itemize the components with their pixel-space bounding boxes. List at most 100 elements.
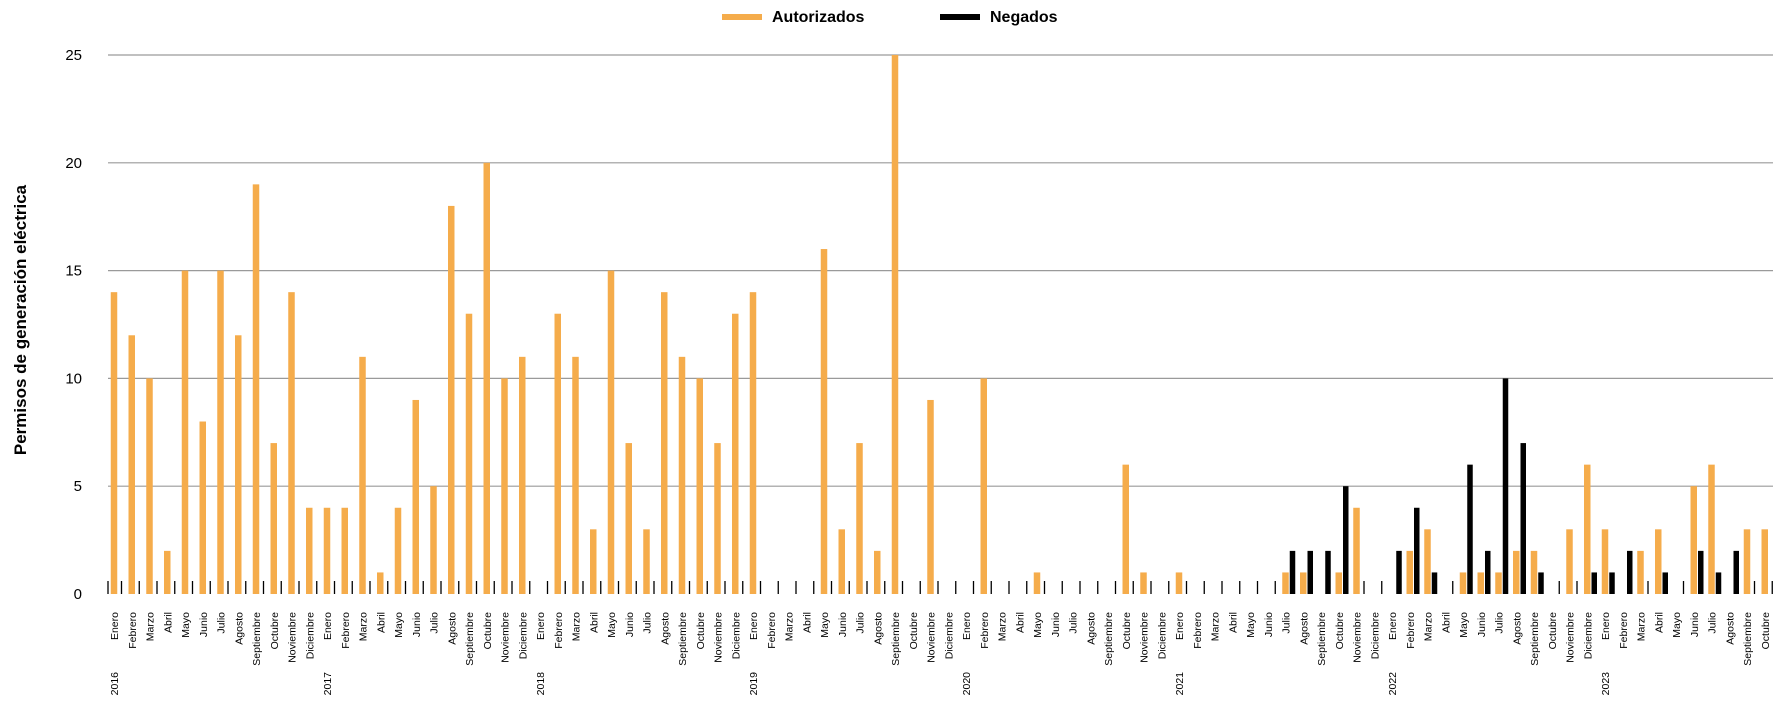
bar-autorizados xyxy=(1477,572,1484,594)
x-tick-labels: Enero Febrero Marzo Abril Mayo Junio Julio Agos… xyxy=(109,612,1772,666)
x-tick-label: Septiembre xyxy=(1103,612,1115,666)
bar-negados xyxy=(1289,550,1296,594)
x-tick-marks xyxy=(107,581,1773,594)
x-tick-label: Abril xyxy=(588,612,600,633)
bar-autorizados xyxy=(1459,572,1467,594)
bar-autorizados xyxy=(288,292,295,594)
x-tick-label: Septiembre xyxy=(1742,612,1754,666)
x-tick-label: Octubre xyxy=(269,612,281,650)
bar-autorizados xyxy=(448,205,455,595)
year-label: 2016 xyxy=(109,672,121,696)
legend-label-autorizados: Autorizados xyxy=(772,9,865,26)
x-tick-label: Marzo xyxy=(1423,612,1435,641)
bar-autorizados xyxy=(554,313,561,594)
bar-autorizados xyxy=(110,292,118,594)
bar-autorizados xyxy=(678,356,686,594)
bar-negados xyxy=(1343,486,1349,594)
bar-autorizados xyxy=(252,184,260,595)
x-tick-label: Enero xyxy=(109,612,121,640)
legend: Autorizados Negados xyxy=(722,9,1058,26)
y-tick-labels: 0 5 10 15 20 25 xyxy=(65,47,82,603)
x-tick-label: Octubre xyxy=(1547,612,1559,650)
x-tick-label: Junio xyxy=(624,612,636,637)
y-tick-label: 0 xyxy=(74,586,82,603)
bar-autorizados xyxy=(128,335,135,594)
x-tick-label: Mayo xyxy=(1032,612,1044,638)
x-tick-label: Abril xyxy=(1440,612,1452,633)
bar-negados xyxy=(1520,443,1526,594)
x-tick-label: Junio xyxy=(1263,612,1275,637)
x-tick-label: Marzo xyxy=(358,612,370,641)
x-tick-label: Julio xyxy=(1494,612,1506,634)
y-axis-label: Permisos de generación eléctrica xyxy=(11,184,30,455)
x-tick-label: Julio xyxy=(429,612,441,634)
x-tick-label: Febrero xyxy=(340,612,352,649)
bar-autorizados xyxy=(501,378,508,594)
bar-autorizados xyxy=(1282,572,1289,594)
x-tick-label: Septiembre xyxy=(464,612,476,666)
bar-autorizados xyxy=(359,356,366,594)
y-tick-label: 20 xyxy=(65,155,82,172)
bar-autorizados xyxy=(1655,529,1662,594)
legend-label-negados: Negados xyxy=(990,9,1058,26)
x-tick-label: Enero xyxy=(322,612,334,640)
x-tick-label: Febrero xyxy=(979,612,991,649)
x-tick-label: Diciembre xyxy=(304,612,316,659)
x-tick-label: Agosto xyxy=(659,612,671,645)
legend-swatch-negados xyxy=(940,14,980,20)
x-tick-label: Junio xyxy=(1689,612,1701,637)
bar-autorizados xyxy=(1122,464,1129,594)
x-tick-label: Agosto xyxy=(872,612,884,645)
bar-autorizados xyxy=(980,378,987,594)
bar-autorizados xyxy=(394,507,402,594)
bar-negados xyxy=(1414,507,1420,594)
bar-autorizados xyxy=(1495,572,1502,594)
x-tick-label: Abril xyxy=(1014,612,1026,633)
x-tick-label: Enero xyxy=(1387,612,1399,640)
x-tick-label: Febrero xyxy=(1405,612,1417,649)
bar-autorizados xyxy=(696,378,703,594)
bar-negados xyxy=(1307,550,1313,594)
x-tick-label: Diciembre xyxy=(517,612,529,659)
x-tick-label: Julio xyxy=(1281,612,1293,634)
gridlines xyxy=(108,54,1773,487)
x-tick-label: Noviembre xyxy=(1565,612,1577,663)
x-tick-label: Enero xyxy=(748,612,760,640)
x-tick-label: Diciembre xyxy=(1582,612,1594,659)
bar-autorizados xyxy=(1637,550,1644,594)
bar-autorizados xyxy=(625,443,632,594)
bar-negados xyxy=(1502,378,1509,594)
x-tick-label: Diciembre xyxy=(943,612,955,659)
x-tick-label: Enero xyxy=(1174,612,1186,640)
bar-autorizados xyxy=(430,486,437,594)
x-tick-label: Mayo xyxy=(1671,612,1683,638)
bar-autorizados xyxy=(181,270,189,594)
x-tick-label: Junio xyxy=(411,612,423,637)
bar-autorizados xyxy=(1566,529,1573,594)
bar-autorizados xyxy=(270,443,277,594)
year-labels: 2016 2017 2018 2019 2020 2021 2022 2023 xyxy=(109,672,1612,696)
bar-autorizados xyxy=(891,55,899,594)
bar-autorizados xyxy=(749,292,757,594)
x-tick-label: Abril xyxy=(162,612,174,633)
bar-autorizados xyxy=(235,335,242,594)
y-tick-label: 15 xyxy=(65,263,82,280)
bar-negados xyxy=(1325,550,1331,594)
x-tick-label: Enero xyxy=(1600,612,1612,640)
bar-negados xyxy=(1396,550,1402,594)
bar-autorizados xyxy=(1175,572,1183,594)
year-label: 2022 xyxy=(1387,672,1399,696)
x-tick-label: Septiembre xyxy=(251,612,263,666)
bar-autorizados xyxy=(1300,572,1307,594)
bar-autorizados xyxy=(1335,572,1342,594)
bar-autorizados xyxy=(217,270,224,594)
x-tick-label: Mayo xyxy=(1458,612,1470,638)
x-tick-label: Marzo xyxy=(1210,612,1222,641)
x-tick-label: Noviembre xyxy=(500,612,512,663)
x-tick-label: Septiembre xyxy=(1529,612,1541,666)
bar-autorizados xyxy=(661,292,668,594)
bar-autorizados xyxy=(1601,529,1609,594)
x-tick-label: Febrero xyxy=(553,612,565,649)
bar-autorizados xyxy=(590,529,597,594)
x-tick-label: Julio xyxy=(1707,612,1719,634)
